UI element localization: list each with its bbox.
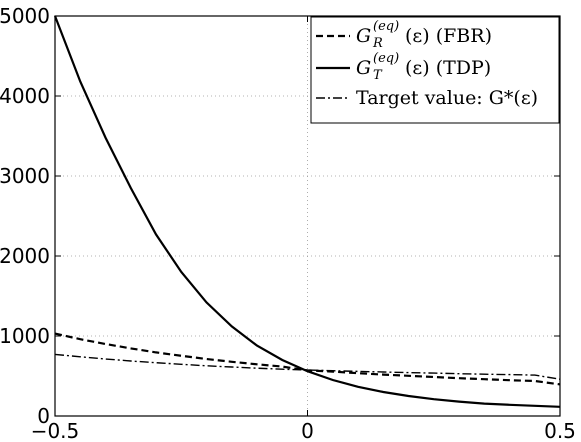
legend-label-sub-1: R <box>372 36 383 51</box>
legend-label-sup-1: (eq) <box>373 19 399 34</box>
x-tick-label: 0 <box>301 419 314 442</box>
legend-label-rest-2: (ε) (TDP) <box>405 57 491 79</box>
x-tick-label: 0.5 <box>544 419 576 442</box>
series-line-3 <box>54 353 561 380</box>
y-tick-label: 3000 <box>0 164 50 188</box>
legend: G (eq)R (ε) (FBR)G (eq)T (ε) (TDP)Target val… <box>310 16 560 124</box>
y-tick-label: 4000 <box>0 84 50 108</box>
legend-label-main-2: G <box>356 57 371 79</box>
legend-label-3: Target value: G*(ε) <box>356 87 538 109</box>
legend-label-rest-1: (ε) (FBR) <box>405 25 492 47</box>
y-tick-label: 1000 <box>0 324 50 348</box>
y-tick-label: 5000 <box>0 4 50 28</box>
series-line-2 <box>53 15 561 408</box>
legend-label-main-1: G <box>356 25 371 47</box>
x-tick-label: −0.5 <box>31 419 80 442</box>
y-tick-label: 2000 <box>0 244 50 268</box>
legend-label-sup-2: (eq) <box>373 51 399 66</box>
series-layer <box>53 15 561 408</box>
legend-label-sub-2: T <box>373 68 383 83</box>
y-tick-label: 0 <box>37 404 50 428</box>
legend-box <box>310 16 560 124</box>
